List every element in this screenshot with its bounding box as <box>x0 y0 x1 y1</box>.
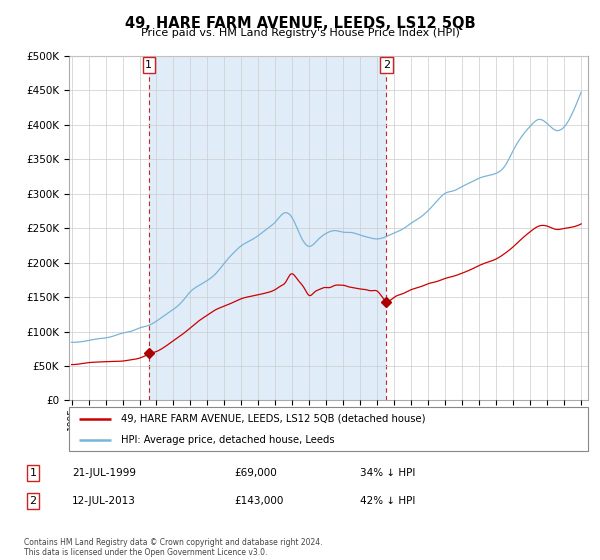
Text: Contains HM Land Registry data © Crown copyright and database right 2024.
This d: Contains HM Land Registry data © Crown c… <box>24 538 323 557</box>
Text: 2: 2 <box>383 60 390 70</box>
Text: 21-JUL-1999: 21-JUL-1999 <box>72 468 136 478</box>
Text: Price paid vs. HM Land Registry's House Price Index (HPI): Price paid vs. HM Land Registry's House … <box>140 28 460 38</box>
Text: 2: 2 <box>29 496 37 506</box>
Text: 1: 1 <box>145 60 152 70</box>
Text: £69,000: £69,000 <box>234 468 277 478</box>
Text: 12-JUL-2013: 12-JUL-2013 <box>72 496 136 506</box>
FancyBboxPatch shape <box>69 407 588 451</box>
Text: 1: 1 <box>29 468 37 478</box>
Text: HPI: Average price, detached house, Leeds: HPI: Average price, detached house, Leed… <box>121 435 335 445</box>
Text: 49, HARE FARM AVENUE, LEEDS, LS12 5QB (detached house): 49, HARE FARM AVENUE, LEEDS, LS12 5QB (d… <box>121 414 425 424</box>
Text: £143,000: £143,000 <box>234 496 283 506</box>
Text: 42% ↓ HPI: 42% ↓ HPI <box>360 496 415 506</box>
Text: 34% ↓ HPI: 34% ↓ HPI <box>360 468 415 478</box>
Bar <box>149 56 386 400</box>
Text: 49, HARE FARM AVENUE, LEEDS, LS12 5QB: 49, HARE FARM AVENUE, LEEDS, LS12 5QB <box>125 16 475 31</box>
